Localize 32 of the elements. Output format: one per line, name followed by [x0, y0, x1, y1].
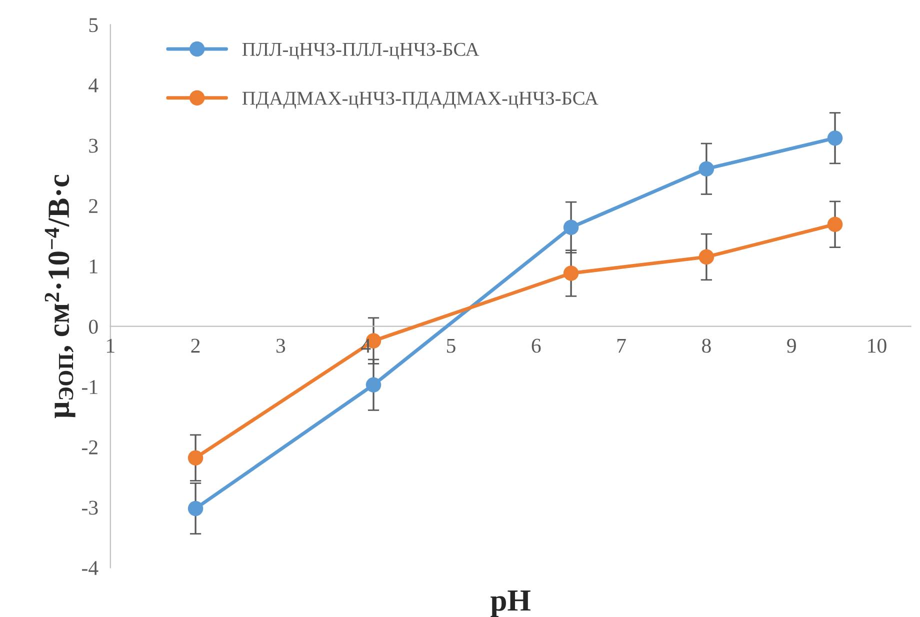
x-tick-label: 6 — [532, 338, 541, 353]
x-tick-label: 9 — [787, 338, 796, 353]
point — [698, 161, 714, 177]
x-tick-label: 3 — [276, 338, 286, 353]
point — [188, 500, 204, 516]
point — [698, 249, 714, 265]
y-tick-label: 2 — [89, 199, 98, 213]
y-tick-label: 1 — [90, 259, 98, 274]
point — [827, 216, 843, 232]
y-axis-title: μ$_{ЭОП}$, см$^{2}$·10$^{−4}$/В·с — [44, 174, 76, 418]
x-tick-label: 5 — [447, 338, 456, 353]
point — [188, 450, 204, 466]
y-tick-label: -4 — [82, 561, 98, 575]
y-tick-label: -3 — [82, 500, 98, 515]
x-tick-label: 7 — [617, 338, 626, 353]
x-tick-label: 2 — [191, 338, 200, 353]
y-tick-label: 4 — [88, 78, 98, 92]
x-axis-title: pH — [490, 590, 530, 617]
point — [563, 220, 579, 236]
legend-label: ПЛЛ-цНЧЗ-ПЛЛ-цНЧЗ-БСА — [242, 42, 480, 60]
point — [366, 377, 382, 392]
y-tick-label: 0 — [88, 320, 98, 334]
x-tick-label: 1 — [107, 338, 114, 353]
legend-label: ПДАДМАХ-цНЧЗ-ПДАДМАХ-цНЧЗ-БСА — [242, 92, 598, 109]
x-tick-label: 8 — [702, 338, 711, 353]
y-tick-label: -1 — [82, 380, 98, 394]
point — [563, 266, 579, 281]
y-tick-label: 3 — [89, 138, 98, 153]
y-tick-label: 5 — [89, 18, 98, 32]
y-tick-label: -2 — [82, 440, 98, 454]
point — [827, 130, 843, 146]
x-tick-label: 10 — [868, 338, 886, 353]
